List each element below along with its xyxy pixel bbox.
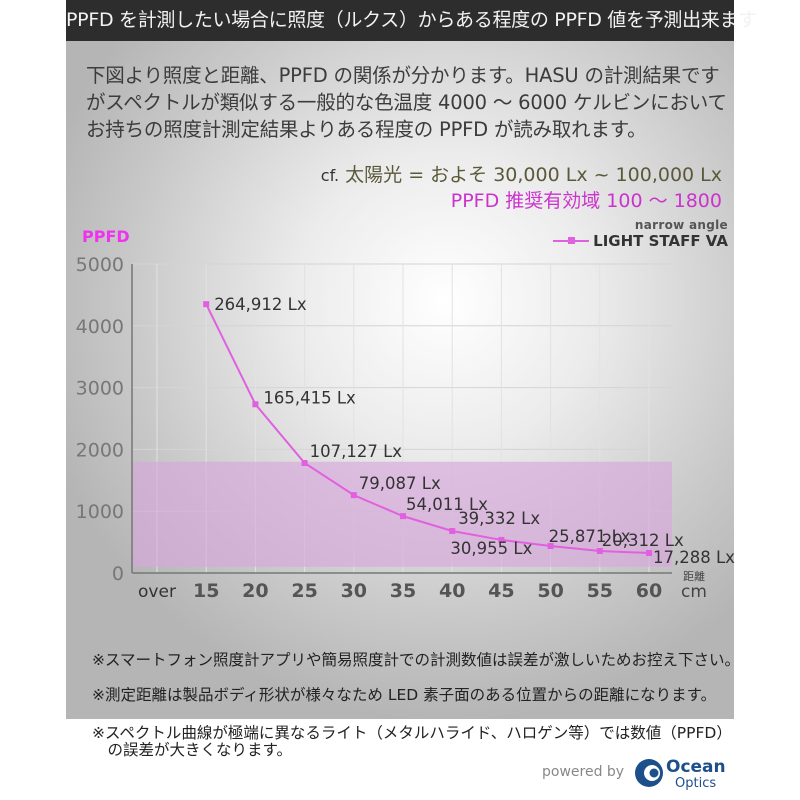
data-point-marker	[646, 549, 652, 556]
data-label: 107,127 Lx	[310, 442, 403, 461]
y-axis-label: PPFD	[82, 227, 130, 246]
data-label: 39,332 Lx	[458, 509, 540, 528]
axes	[131, 264, 672, 574]
x-tick: 60	[636, 580, 662, 602]
data-label: 165,415 Lx	[263, 388, 356, 407]
cf-text: 太陽光 = およそ 30,000 Lx ~ 100,000 Lx	[345, 164, 722, 186]
x-tick: 20	[242, 580, 268, 602]
legend-item: LIGHT STAFF VA	[553, 232, 728, 250]
intro-line: がスペクトルが類似する一般的な色温度 4000 ～ 6000 ケルビンにおいて	[86, 91, 727, 114]
page-title: PPFD を計測したい場合に照度（ルクス）からある程度の PPFD 値を予測出来…	[66, 0, 757, 41]
note-4: の誤差が大きくなります。	[92, 741, 292, 759]
data-points	[203, 301, 652, 556]
x-unit-label: 距離	[683, 569, 705, 583]
data-point-marker	[203, 301, 210, 308]
intro-line: 下図より照度と距離、PPFD の関係が分かります。HASU の計測結果です	[86, 64, 720, 87]
data-point-marker	[449, 527, 456, 534]
powered-by-text: powered by	[542, 764, 625, 780]
ppfd-range-note: PPFD 推奨有効域 100 ～ 1800	[450, 190, 722, 212]
legend-line-marker-icon	[553, 237, 590, 244]
footer	[66, 719, 734, 800]
y-tick: 5000	[76, 254, 124, 276]
data-label: 79,087 Lx	[359, 474, 441, 493]
data-point-marker	[547, 542, 554, 549]
y-tick: 2000	[76, 439, 124, 461]
x-tick: over	[138, 582, 176, 602]
brand-line2: Optics	[675, 776, 716, 791]
x-tick: 45	[488, 580, 514, 602]
data-label: 20,312 Lx	[602, 531, 684, 550]
x-tick: 50	[537, 580, 563, 602]
data-point-marker	[400, 513, 406, 520]
x-tick: 35	[390, 580, 416, 602]
data-point-marker	[498, 536, 505, 543]
data-labels: 264,912 Lx 165,415 Lx 107,127 Lx 79,087 Lx 5…	[214, 295, 735, 567]
intro-line: お持ちの照度計測定結果よりある程度の PPFD が読み取れます。	[86, 118, 647, 141]
chart-background	[66, 41, 734, 719]
note-2: ※測定距離は製品ボディ形状が様々なため LED 素子面のある位置からの距離になり…	[92, 686, 717, 704]
data-point-marker	[596, 547, 603, 554]
data-point-marker	[350, 492, 357, 499]
x-tick: 15	[193, 580, 219, 602]
cf-prefix: cf.	[320, 166, 340, 185]
x-tick: 30	[341, 580, 367, 602]
data-point-marker	[252, 401, 259, 408]
intro-text: 下図より照度と距離、PPFD の関係が分かります。HASU の計測結果です がス…	[86, 62, 727, 143]
x-unit: cm	[681, 582, 707, 602]
y-tick: 4000	[76, 316, 124, 338]
series-line	[205, 303, 650, 554]
data-label: 264,912 Lx	[214, 295, 307, 314]
x-tick: 25	[291, 580, 317, 602]
data-label: 30,955 Lx	[450, 539, 532, 558]
y-tick: 3000	[76, 378, 124, 400]
data-label: 54,011 Lx	[406, 495, 488, 514]
data-label: 17,288 Lx	[653, 548, 735, 567]
x-tick: 40	[439, 580, 465, 602]
note-1: ※スマートフォン照度計アプリや簡易照度計での計測数値は誤差が激しいためお控え下さ…	[92, 651, 741, 669]
legend-series-name: LIGHT STAFF VA	[593, 232, 728, 250]
y-tick: 1000	[76, 501, 124, 523]
y-tick: 0	[112, 563, 124, 585]
x-tick: 55	[587, 580, 613, 602]
x-tick-labels: over 15 20 25 30 35 40 45 50 55 60	[138, 580, 662, 602]
ocean-optics-logo: Ocean Optics	[635, 757, 726, 791]
note-3: ※スペクトル曲線が極端に異なるライト（メタルハライド、ハロゲン等）では数値（PP…	[92, 724, 732, 742]
chart-legend: narrow angle LIGHT STAFF VA	[553, 218, 728, 250]
y-tick-labels: 0 1000 2000 3000 4000 5000	[76, 254, 124, 585]
brand-line1: Ocean	[666, 757, 726, 777]
sunlight-reference: cf. 太陽光 = およそ 30,000 Lx ~ 100,000 Lx	[321, 160, 722, 187]
data-point-marker	[301, 459, 308, 466]
data-label: 25,871 Lx	[549, 527, 631, 546]
legend-subtitle: narrow angle	[634, 218, 728, 232]
